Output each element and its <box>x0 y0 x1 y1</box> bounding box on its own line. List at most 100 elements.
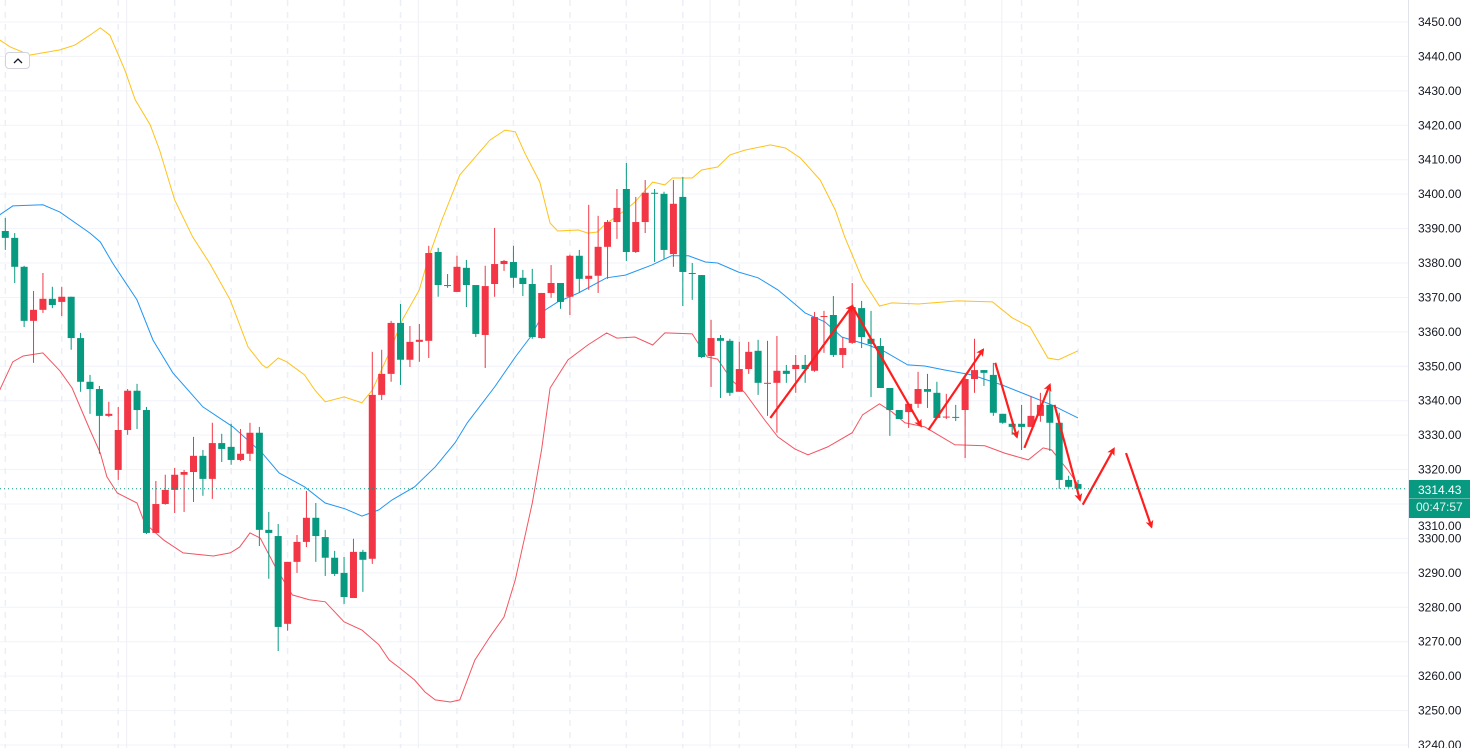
candle-body <box>1018 423 1026 427</box>
candle-body <box>989 374 997 413</box>
candle-up <box>293 535 301 573</box>
candle-body <box>933 392 941 418</box>
candle-body <box>980 370 988 373</box>
candle-body <box>124 390 132 430</box>
upper-band-line <box>0 27 1079 404</box>
candle-up <box>406 326 414 367</box>
candle-up <box>839 337 847 369</box>
price-tick-label: 3340.00 <box>1418 394 1462 408</box>
candle-up <box>961 376 969 458</box>
candle-up <box>669 180 677 267</box>
candle-body <box>632 222 640 252</box>
candle-body <box>472 285 480 334</box>
candle-body <box>1 230 9 238</box>
candle-down <box>255 426 263 547</box>
price-tick-label: 3240.00 <box>1418 738 1462 748</box>
candle-body <box>923 389 931 392</box>
candle-up <box>942 393 950 419</box>
candle-down <box>989 362 997 416</box>
candle-up <box>114 406 122 480</box>
candle-body <box>1046 404 1054 423</box>
price-axis-background[interactable] <box>1408 0 1470 748</box>
candle-up <box>161 474 169 505</box>
candle-body <box>688 272 696 274</box>
candle-body <box>312 517 320 537</box>
price-tick-label: 3410.00 <box>1418 153 1462 167</box>
candle-body <box>30 309 38 321</box>
price-tick-label: 3310.00 <box>1418 519 1462 533</box>
candle-body <box>905 403 913 413</box>
candle-up <box>547 265 555 298</box>
candle-down <box>218 433 226 463</box>
candle-body <box>340 572 348 597</box>
annotation-arrows[interactable] <box>769 304 1154 529</box>
candle-down <box>199 449 207 496</box>
candle-down <box>999 413 1007 424</box>
candle-down <box>895 410 903 419</box>
candle-down <box>67 296 75 350</box>
candle-body <box>604 222 612 247</box>
candle-body <box>726 340 734 393</box>
trend-arrow <box>1081 447 1115 506</box>
candle-up <box>500 259 508 271</box>
candle-body <box>585 275 593 279</box>
collapse-button[interactable] <box>5 52 30 69</box>
candle-up <box>585 204 593 290</box>
candle-body <box>773 370 781 383</box>
price-tick-label: 3260.00 <box>1418 669 1462 683</box>
candle-body <box>500 260 508 265</box>
candle-up <box>387 320 395 382</box>
candle-body <box>444 285 452 287</box>
price-tick-label: 3420.00 <box>1418 118 1462 132</box>
price-axis[interactable]: 3450.00 3440.00 3430.00 3420.00 3410.00 3400.… <box>1418 15 1462 748</box>
candle-body <box>1055 422 1063 480</box>
candle-up <box>425 245 433 359</box>
candle-body <box>679 196 687 272</box>
candle-body <box>914 389 922 404</box>
candle-body <box>942 416 950 418</box>
candle-down <box>274 523 282 652</box>
candle-body <box>397 322 405 360</box>
candle-body <box>321 537 329 558</box>
candle-body <box>237 453 245 460</box>
candle-body <box>114 429 122 470</box>
candle-body <box>274 536 282 627</box>
candle-up <box>632 196 640 254</box>
candle-body <box>161 489 169 505</box>
candle-up <box>171 467 179 513</box>
candle-up <box>378 349 386 401</box>
candle-up <box>368 351 376 564</box>
candle-body <box>491 264 499 285</box>
bar-countdown-label: 00:47:57 <box>1416 499 1463 514</box>
candle-down <box>444 274 452 288</box>
candle-body <box>265 529 273 533</box>
candle-body <box>1027 415 1035 427</box>
candle-up <box>594 215 602 293</box>
candle-up <box>349 538 357 599</box>
candle-up <box>190 436 197 502</box>
candle-down <box>980 370 988 386</box>
candle-body <box>95 389 103 416</box>
candle-up <box>811 311 819 372</box>
candle-up <box>302 490 310 548</box>
candle-body <box>86 381 94 390</box>
candle-body <box>331 557 339 574</box>
candle-body <box>754 350 762 383</box>
candle-body <box>406 341 414 360</box>
candle-body <box>453 266 461 292</box>
candle-body <box>1008 423 1016 427</box>
candle-up <box>58 286 66 317</box>
candle-body <box>829 314 837 355</box>
candle-body <box>434 251 442 286</box>
candle-body <box>782 370 790 374</box>
candle-body <box>481 286 489 335</box>
candle-body <box>538 292 546 339</box>
candle-body <box>820 316 828 318</box>
price-tick-label: 3390.00 <box>1418 222 1462 236</box>
candle-up <box>453 255 461 292</box>
trend-arrow <box>1023 383 1052 449</box>
candle-up <box>538 292 546 339</box>
candle-up <box>735 341 743 392</box>
candle-down <box>575 249 583 293</box>
